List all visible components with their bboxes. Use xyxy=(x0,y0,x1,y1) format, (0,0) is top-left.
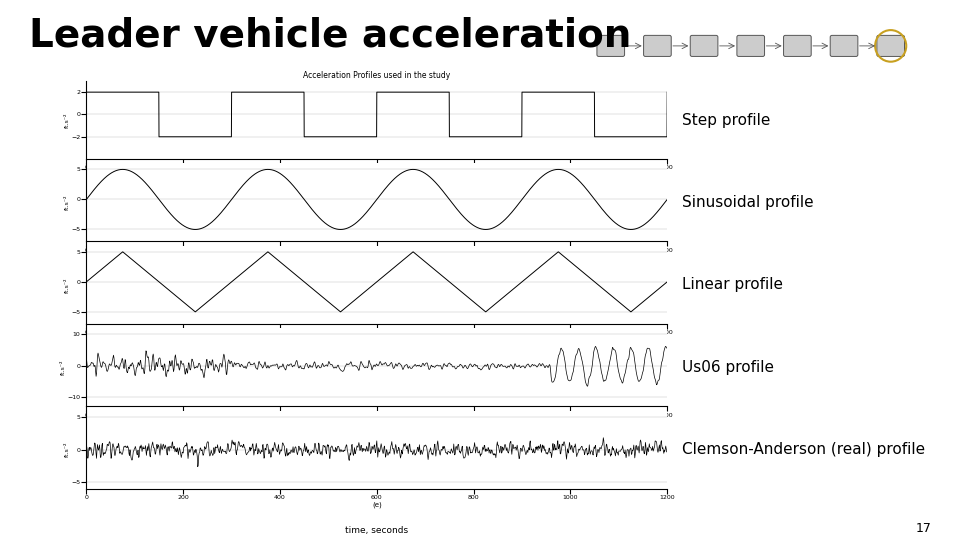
Text: Linear profile: Linear profile xyxy=(682,278,782,292)
X-axis label: (e): (e) xyxy=(372,501,382,508)
Y-axis label: ft.s⁻²: ft.s⁻² xyxy=(64,277,70,293)
FancyBboxPatch shape xyxy=(597,36,625,56)
Text: time, seconds: time, seconds xyxy=(346,525,408,535)
Y-axis label: ft.s⁻²: ft.s⁻² xyxy=(60,360,66,375)
Text: Clemson-Anderson (real) profile: Clemson-Anderson (real) profile xyxy=(682,442,924,457)
Text: Leader vehicle acceleration: Leader vehicle acceleration xyxy=(29,16,631,54)
Text: Sinusoidal profile: Sinusoidal profile xyxy=(682,195,813,210)
Text: 17: 17 xyxy=(915,522,931,535)
Text: Us06 profile: Us06 profile xyxy=(682,360,774,375)
X-axis label: (a): (a) xyxy=(372,172,382,178)
Text: Step profile: Step profile xyxy=(682,112,770,127)
X-axis label: (d): (d) xyxy=(372,419,382,426)
X-axis label: (b): (b) xyxy=(372,254,382,261)
FancyBboxPatch shape xyxy=(830,36,858,56)
FancyBboxPatch shape xyxy=(737,36,764,56)
X-axis label: (c): (c) xyxy=(372,336,381,343)
FancyBboxPatch shape xyxy=(690,36,718,56)
Y-axis label: ft.s⁻²: ft.s⁻² xyxy=(64,112,69,128)
FancyBboxPatch shape xyxy=(783,36,811,56)
FancyBboxPatch shape xyxy=(643,36,671,56)
Title: Acceleration Profiles used in the study: Acceleration Profiles used in the study xyxy=(303,71,450,80)
Y-axis label: ft.s⁻²: ft.s⁻² xyxy=(64,442,70,457)
Y-axis label: ft.s⁻²: ft.s⁻² xyxy=(64,195,70,210)
FancyBboxPatch shape xyxy=(876,36,904,56)
